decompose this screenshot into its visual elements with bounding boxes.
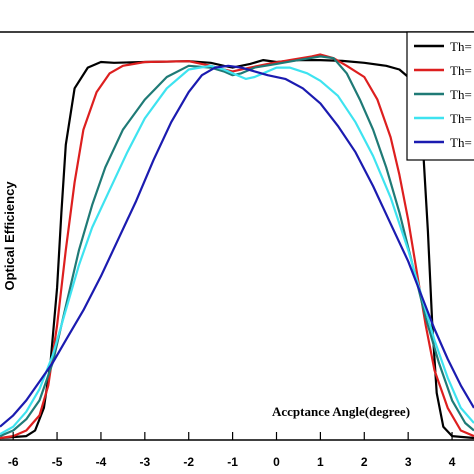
x-tick-label: -5: [52, 455, 63, 469]
series-layer: [0, 53, 474, 440]
x-tick-label: 3: [405, 455, 412, 469]
series-line-2: [0, 53, 474, 440]
legend-label-4: Th=: [450, 111, 472, 126]
x-tick-label: -2: [183, 455, 194, 469]
x-axis-label: Accptance Angle(degree): [272, 404, 410, 419]
x-tick-label: 0: [273, 455, 280, 469]
legend-label-1: Th=: [450, 39, 472, 54]
x-tick-label: -6: [8, 455, 19, 469]
x-tick-label: 2: [361, 455, 368, 469]
legend-items: Th= Th= Th= Th= Th=: [414, 39, 472, 150]
legend: Th= Th= Th= Th= Th=: [406, 31, 474, 161]
x-tick-label: 4: [449, 455, 456, 469]
series-line-1: [0, 59, 474, 440]
y-axis-label: Optical Efficiency: [2, 181, 17, 291]
series-line-4: [0, 64, 474, 436]
legend-label-5: Th=: [450, 135, 472, 150]
x-tick-label: 1: [317, 455, 324, 469]
legend-box: [406, 31, 474, 161]
x-tick-layer: -6 -5 -4 -3 -2 -1 0 1 2 3 4: [8, 432, 456, 469]
x-tick-label: -1: [227, 455, 238, 469]
legend-label-3: Th=: [450, 87, 472, 102]
x-tick-label: -4: [96, 455, 107, 469]
legend-label-2: Th=: [450, 63, 472, 78]
x-tick-label: -3: [139, 455, 150, 469]
series-line-5: [0, 64, 474, 428]
